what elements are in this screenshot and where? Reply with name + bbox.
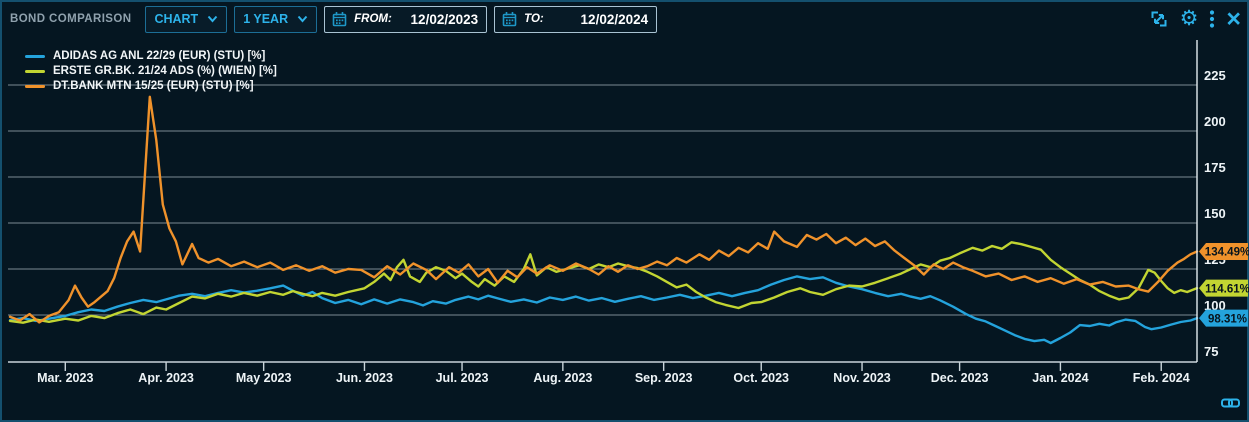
calendar-icon bbox=[332, 12, 347, 27]
svg-text:Jun. 2023: Jun. 2023 bbox=[336, 371, 393, 385]
svg-text:Mar. 2023: Mar. 2023 bbox=[37, 371, 93, 385]
legend-label: ADIDAS AG ANL 22/29 (EUR) (STU) [%] bbox=[53, 50, 266, 62]
series-line-2 bbox=[8, 95, 1199, 324]
legend-label: DT.BANK MTN 15/25 (EUR) (STU) [%] bbox=[53, 80, 254, 92]
series-line-1 bbox=[8, 241, 1199, 324]
svg-text:Apr. 2023: Apr. 2023 bbox=[138, 371, 194, 385]
svg-text:Oct. 2023: Oct. 2023 bbox=[733, 371, 789, 385]
chevron-down-icon bbox=[297, 15, 308, 23]
to-date-value: 12/02/2024 bbox=[580, 11, 649, 27]
expand-icon[interactable] bbox=[1149, 9, 1169, 29]
svg-text:225: 225 bbox=[1204, 68, 1226, 83]
from-date-value: 12/02/2023 bbox=[410, 11, 479, 27]
svg-text:Sep. 2023: Sep. 2023 bbox=[635, 371, 693, 385]
svg-text:114.61%: 114.61% bbox=[1205, 283, 1249, 295]
toolbar: BOND COMPARISON CHART 1 YEAR FROM: bbox=[0, 0, 1249, 38]
chart-type-dropdown[interactable]: CHART bbox=[145, 5, 228, 33]
legend-item-dtbank[interactable]: DT.BANK MTN 15/25 (EUR) (STU) [%] bbox=[25, 79, 277, 93]
svg-text:Jan. 2024: Jan. 2024 bbox=[1032, 371, 1088, 385]
calendar-icon bbox=[502, 12, 517, 27]
svg-text:Feb. 2024: Feb. 2024 bbox=[1133, 371, 1190, 385]
legend-swatch bbox=[25, 54, 45, 58]
svg-text:150: 150 bbox=[1204, 206, 1226, 221]
legend-item-erste[interactable]: ERSTE GR.BK. 21/24 ADS (%) (WIEN) [%] bbox=[25, 64, 277, 78]
legend-swatch bbox=[25, 69, 45, 73]
svg-text:Dec. 2023: Dec. 2023 bbox=[931, 371, 989, 385]
svg-text:200: 200 bbox=[1204, 114, 1226, 129]
last-value-badge-1: 114.61% bbox=[1199, 279, 1249, 297]
window-controls: ⚙ × bbox=[1149, 0, 1241, 38]
svg-text:Aug. 2023: Aug. 2023 bbox=[533, 371, 592, 385]
last-value-badge-2: 134.49% bbox=[1199, 243, 1249, 261]
svg-text:134.49%: 134.49% bbox=[1205, 247, 1249, 259]
svg-text:Jul. 2023: Jul. 2023 bbox=[436, 371, 489, 385]
to-label: TO: bbox=[524, 13, 544, 25]
settings-gear-icon[interactable]: ⚙ bbox=[1179, 7, 1199, 30]
series-line-0 bbox=[8, 275, 1199, 345]
widget-title: BOND COMPARISON bbox=[10, 13, 132, 25]
svg-text:75: 75 bbox=[1204, 344, 1218, 359]
chevron-down-icon bbox=[207, 15, 218, 23]
svg-text:Nov. 2023: Nov. 2023 bbox=[833, 371, 890, 385]
legend-item-adidas[interactable]: ADIDAS AG ANL 22/29 (EUR) (STU) [%] bbox=[25, 49, 277, 63]
svg-text:98.31%: 98.31% bbox=[1208, 313, 1247, 325]
range-dropdown[interactable]: 1 YEAR bbox=[234, 5, 318, 33]
svg-text:May 2023: May 2023 bbox=[236, 371, 292, 385]
svg-text:175: 175 bbox=[1204, 160, 1226, 175]
y-gridlines bbox=[8, 84, 1197, 316]
svg-text:100: 100 bbox=[1204, 298, 1226, 313]
x-axis: Mar. 2023 Apr. 2023 May 2023 Jun. 2023 Jul. … bbox=[8, 40, 1198, 385]
legend-swatch bbox=[25, 84, 45, 88]
link-icon[interactable] bbox=[1221, 396, 1240, 415]
chart-legend: ADIDAS AG ANL 22/29 (EUR) (STU) [%] ERST… bbox=[25, 49, 277, 93]
last-value-badge-0: 98.31% bbox=[1199, 309, 1248, 327]
from-date-field[interactable]: FROM: 12/02/2023 bbox=[324, 5, 488, 33]
chart-type-dropdown-value: CHART bbox=[154, 12, 199, 26]
to-date-field[interactable]: TO: 12/02/2024 bbox=[494, 5, 658, 33]
more-options-icon[interactable] bbox=[1209, 9, 1215, 29]
range-dropdown-value: 1 YEAR bbox=[243, 12, 289, 26]
legend-label: ERSTE GR.BK. 21/24 ADS (%) (WIEN) [%] bbox=[53, 65, 277, 77]
from-label: FROM: bbox=[354, 13, 392, 25]
close-icon[interactable]: × bbox=[1226, 5, 1241, 33]
